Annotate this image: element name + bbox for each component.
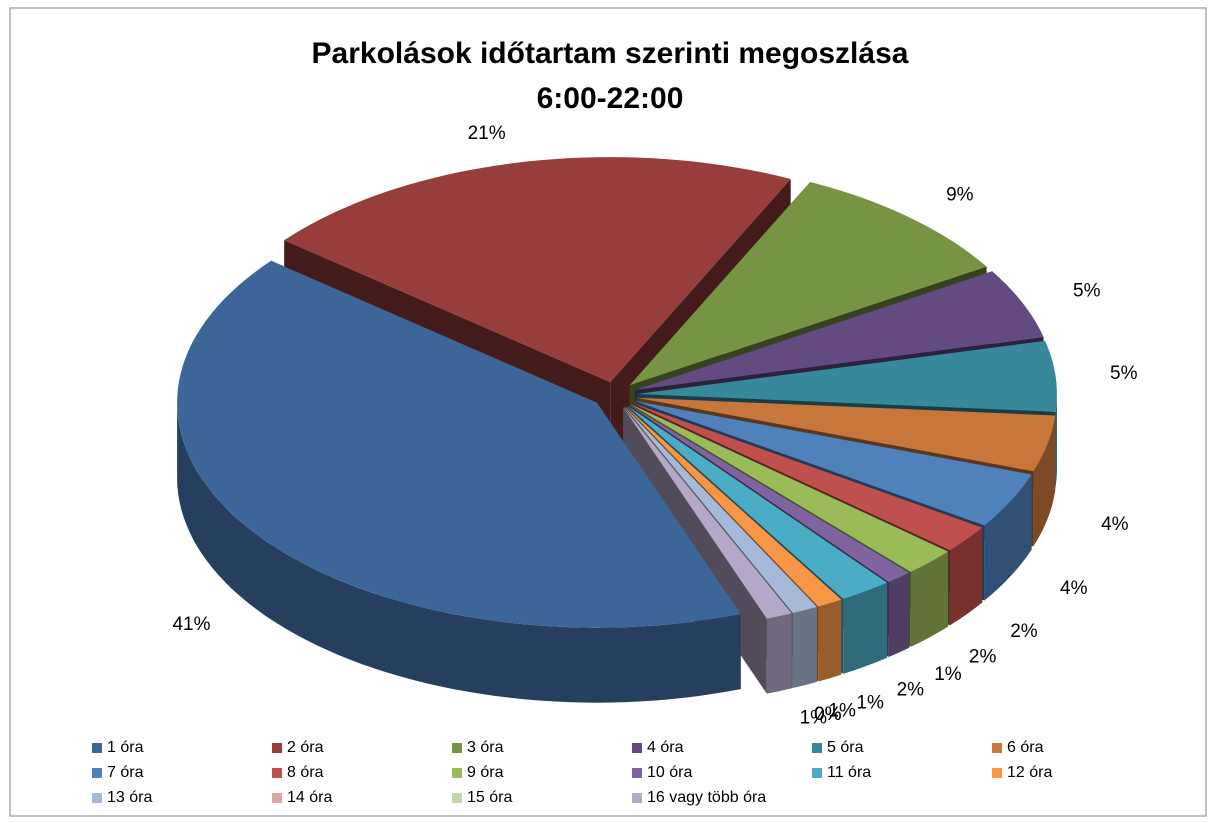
data-label: 1% [828, 701, 856, 722]
legend-label: 15 óra [467, 789, 512, 806]
slice-wall [910, 551, 949, 647]
chart-title: Parkolások időtartam szerinti megoszlása [312, 37, 909, 70]
legend-label: 10 óra [647, 764, 692, 781]
data-label: 0% [814, 704, 842, 725]
data-label: 41% [172, 614, 210, 635]
legend-swatch [272, 768, 282, 778]
slice [632, 403, 983, 551]
legend-swatch [632, 743, 642, 753]
legend-swatch [452, 743, 462, 753]
legend-swatch [272, 743, 282, 753]
data-label: 21% [468, 123, 506, 144]
legend-label: 16 vagy több óra [647, 789, 766, 806]
data-label: 1% [934, 664, 962, 685]
data-label: 2% [897, 679, 925, 700]
legend-label: 4 óra [647, 739, 684, 756]
data-label: 4% [1101, 514, 1129, 535]
data-label: 5% [1073, 281, 1101, 302]
chart-title: 6:00-22:00 [537, 82, 684, 115]
slice [625, 406, 842, 607]
pie: 41%21%9%5%5%4%4%2%2%1%2%1%1%0%0%1% [172, 123, 1137, 728]
legend-swatch [632, 793, 642, 803]
legend-swatch [452, 793, 462, 803]
slice [635, 271, 1044, 390]
slice-wall [792, 606, 817, 688]
legend-label: 12 óra [1007, 764, 1052, 781]
slice [627, 405, 888, 599]
legend-swatch [92, 793, 102, 803]
slice [629, 405, 910, 582]
slice [177, 260, 741, 628]
data-label: 5% [1110, 363, 1138, 384]
legend-swatch [992, 768, 1002, 778]
slice [284, 157, 791, 383]
legend-swatch [992, 743, 1002, 753]
slice-wall [818, 599, 842, 682]
slice-wall [949, 527, 983, 626]
data-label: 0% [814, 704, 842, 725]
data-label: 1% [856, 693, 884, 714]
slice-wall [984, 474, 1032, 601]
legend-label: 14 óra [287, 789, 332, 806]
slice-wall [766, 613, 792, 694]
data-label: 1% [800, 707, 828, 728]
slice [623, 407, 792, 619]
legend-label: 7 óra [107, 764, 144, 781]
legend-label: 13 óra [107, 789, 152, 806]
legend-label: 5 óra [827, 739, 864, 756]
legend-swatch [452, 768, 462, 778]
legend-label: 2 óra [287, 739, 324, 756]
slice-wall [1033, 415, 1056, 547]
legend-swatch [812, 768, 822, 778]
legend-label: 6 óra [1007, 739, 1044, 756]
legend-label: 8 óra [287, 764, 324, 781]
slice [630, 404, 949, 572]
data-label: 4% [1060, 578, 1088, 599]
slice [629, 182, 987, 386]
slice [636, 397, 1056, 472]
slice [634, 400, 1032, 526]
slice [624, 406, 817, 613]
legend-swatch [812, 743, 822, 753]
legend-swatch [632, 768, 642, 778]
legend-swatch [92, 743, 102, 753]
legend-label: 9 óra [467, 764, 504, 781]
data-label: 9% [946, 185, 974, 206]
data-label: 2% [969, 647, 997, 668]
legend-label: 11 óra [827, 764, 871, 781]
legend-swatch [272, 793, 282, 803]
slice-wall [843, 582, 888, 674]
slice [636, 340, 1057, 412]
legend-label: 1 óra [107, 739, 144, 756]
legend-label: 3 óra [467, 739, 504, 756]
slice-wall [888, 572, 910, 657]
legend-swatch [92, 768, 102, 778]
data-label: 2% [1010, 621, 1038, 642]
slice-wall [177, 402, 741, 703]
slice-wall [1055, 394, 1057, 487]
legend: 1 óra 2 óra 3 óra 4 óra 5 óra 6 óra 7 óra 8 óra… [92, 739, 1052, 806]
